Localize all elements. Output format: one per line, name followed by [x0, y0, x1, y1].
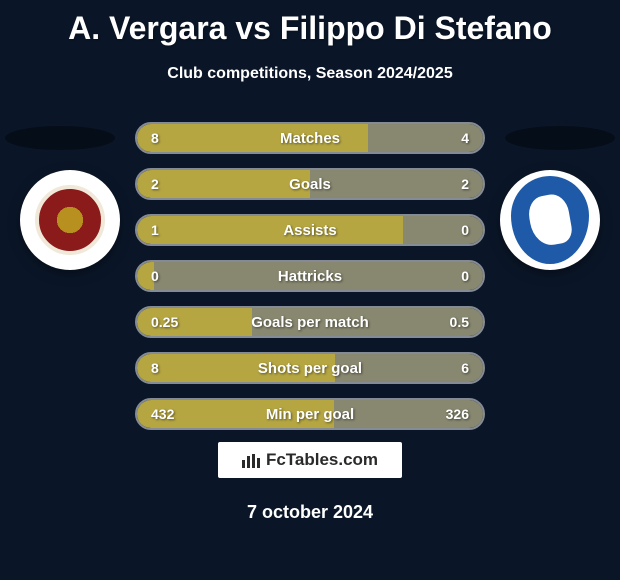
comparison-subtitle: Club competitions, Season 2024/2025	[0, 65, 620, 83]
stat-row: Hattricks0 0	[135, 260, 485, 292]
stat-label: Goals	[137, 170, 483, 198]
stat-value-right: 6	[461, 354, 469, 382]
stat-label: Shots per goal	[137, 354, 483, 382]
stat-row: Goals2 2	[135, 168, 485, 200]
stat-label: Goals per match	[137, 308, 483, 336]
brand-text: FcTables.com	[266, 450, 378, 470]
team-crest-right	[511, 176, 589, 264]
stat-label: Min per goal	[137, 400, 483, 428]
stat-value-right: 0	[461, 216, 469, 244]
stat-value-left: 1	[151, 216, 159, 244]
stat-value-left: 432	[151, 400, 174, 428]
stat-value-right: 0.5	[450, 308, 469, 336]
stat-label: Hattricks	[137, 262, 483, 290]
stat-value-left: 0	[151, 262, 159, 290]
stat-value-left: 8	[151, 124, 159, 152]
stat-value-left: 0.25	[151, 308, 178, 336]
team-badge-left	[20, 170, 120, 270]
stat-label: Matches	[137, 124, 483, 152]
stat-value-right: 326	[446, 400, 469, 428]
chart-icon	[242, 452, 262, 468]
stat-value-right: 0	[461, 262, 469, 290]
stats-container: Matches84Goals22Assists10Hattricks00Goal…	[135, 122, 485, 444]
stat-row: Assists1 0	[135, 214, 485, 246]
stat-row: Goals per match0.25 0.5	[135, 306, 485, 338]
stat-row: Shots per goal8 6	[135, 352, 485, 384]
team-badge-right	[500, 170, 600, 270]
footer: FcTables.com 7 october 2024	[0, 442, 620, 523]
stat-value-left: 8	[151, 354, 159, 382]
date-text: 7 october 2024	[247, 502, 373, 523]
comparison-title: A. Vergara vs Filippo Di Stefano	[0, 0, 620, 47]
stat-value-right: 4	[461, 124, 469, 152]
stat-row: Min per goal432 326	[135, 398, 485, 430]
stat-value-left: 2	[151, 170, 159, 198]
team-crest-left	[35, 185, 105, 255]
stat-label: Assists	[137, 216, 483, 244]
shadow-right	[505, 126, 615, 150]
stat-value-right: 2	[461, 170, 469, 198]
shadow-left	[5, 126, 115, 150]
stat-row: Matches8 4	[135, 122, 485, 154]
brand-logo: FcTables.com	[218, 442, 402, 478]
